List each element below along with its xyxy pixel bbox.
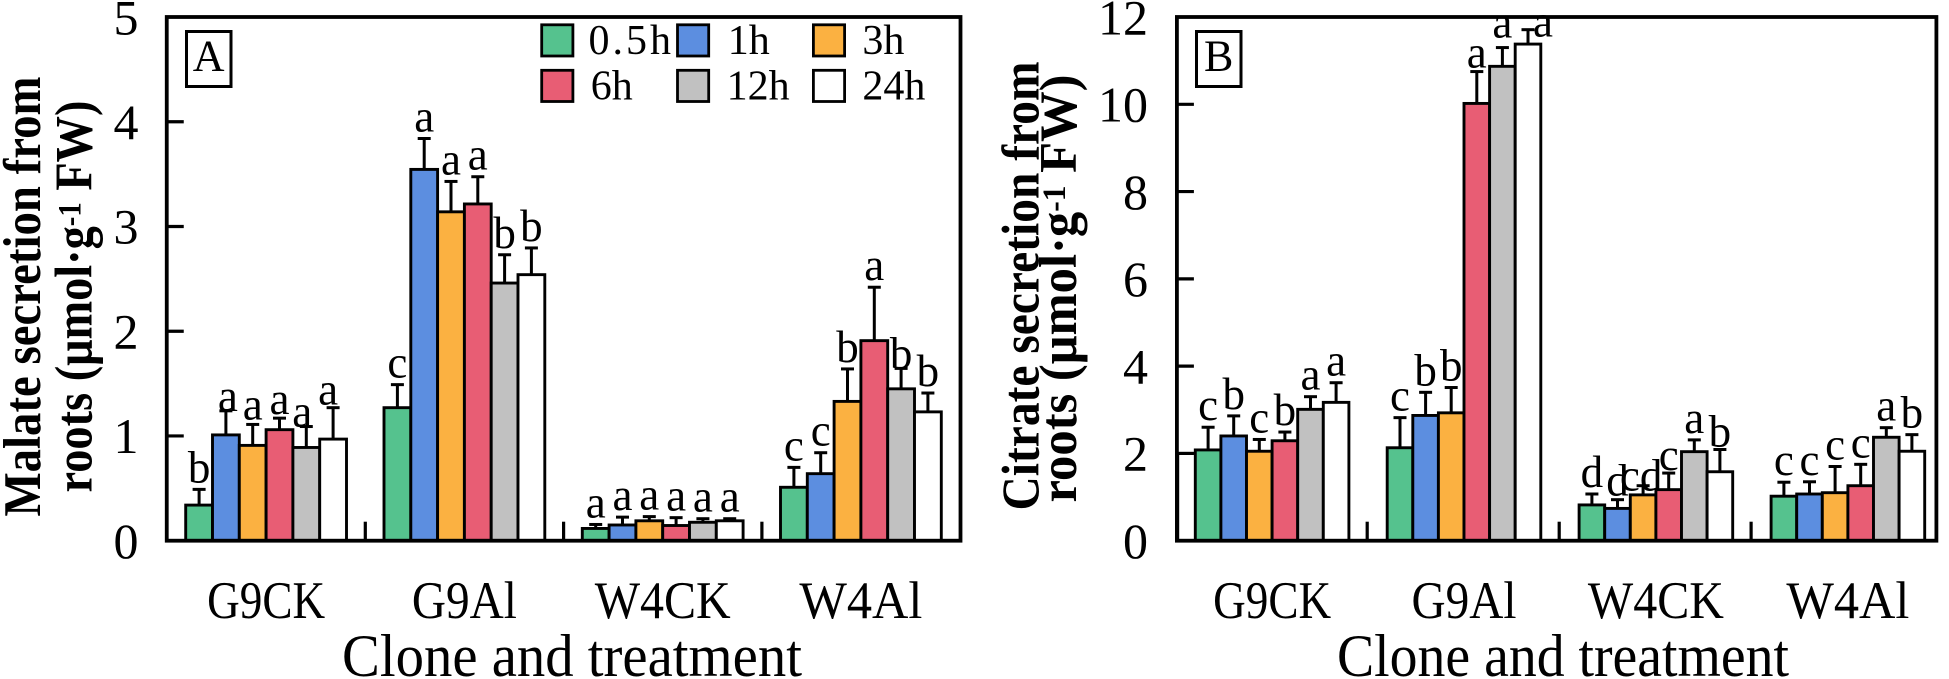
svg-text:b: b (890, 328, 913, 378)
svg-text:a: a (218, 371, 238, 421)
svg-text:a: a (1492, 0, 1512, 48)
svg-text:3h: 3h (862, 18, 904, 64)
svg-text:a: a (586, 477, 606, 527)
svg-text:b: b (1440, 341, 1463, 391)
svg-text:a: a (468, 130, 488, 180)
svg-text:a: a (1301, 350, 1321, 400)
svg-text:5: 5 (114, 0, 139, 45)
svg-text:a: a (613, 470, 633, 520)
svg-text:a: a (720, 472, 740, 522)
svg-text:c: c (1249, 392, 1269, 442)
svg-text:a: a (414, 92, 434, 142)
svg-text:4: 4 (1123, 338, 1148, 394)
svg-text:b: b (1274, 385, 1297, 435)
svg-text:b: b (493, 208, 516, 258)
svg-text:6h: 6h (591, 64, 633, 110)
svg-text:c: c (1851, 417, 1871, 467)
svg-text:c: c (784, 420, 804, 470)
svg-text:10: 10 (1098, 77, 1148, 133)
svg-text:Clone and treatment: Clone and treatment (342, 623, 802, 679)
svg-text:a: a (1533, 0, 1553, 47)
svg-text:W4CK: W4CK (1588, 572, 1724, 630)
svg-text:c: c (1825, 420, 1845, 470)
svg-text:a: a (693, 472, 713, 522)
svg-text:b: b (1709, 406, 1732, 456)
svg-text:G9CK: G9CK (207, 572, 325, 630)
svg-text:a: a (1467, 28, 1487, 78)
svg-text:b: b (1414, 345, 1437, 395)
svg-text:1h: 1h (728, 18, 770, 64)
svg-text:6: 6 (1123, 251, 1148, 307)
svg-text:W4Al: W4Al (799, 572, 922, 630)
svg-text:a: a (318, 365, 338, 415)
svg-text:b: b (520, 201, 543, 251)
svg-text:0.5h: 0.5h (589, 18, 675, 64)
svg-text:a: a (292, 387, 312, 437)
svg-text:12h: 12h (727, 64, 790, 110)
svg-text:c: c (811, 406, 831, 456)
svg-text:d: d (1581, 447, 1604, 497)
svg-text:a: a (666, 471, 686, 521)
svg-text:d: d (1606, 456, 1629, 506)
svg-text:c: c (1800, 435, 1820, 485)
svg-text:a: a (270, 374, 290, 424)
svg-text:a: a (243, 379, 263, 429)
svg-text:a: a (1684, 393, 1704, 443)
svg-text:Citrate secretion from: Citrate secretion from (993, 62, 1051, 511)
svg-text:c: c (1659, 430, 1679, 480)
svg-text:c: c (1774, 435, 1794, 485)
svg-text:a: a (1876, 381, 1896, 431)
svg-text:a: a (441, 134, 461, 184)
svg-text:a: a (639, 470, 659, 520)
svg-text:2: 2 (1123, 426, 1148, 482)
svg-text:a: a (864, 240, 884, 290)
svg-text:8: 8 (1123, 164, 1148, 220)
svg-text:roots (μmol·g-1 FW): roots (μmol·g-1 FW) (46, 101, 104, 493)
svg-text:0: 0 (114, 513, 139, 569)
svg-text:a: a (1326, 336, 1346, 386)
svg-text:cd: cd (1620, 451, 1662, 501)
svg-text:1: 1 (114, 408, 139, 464)
svg-text:24h: 24h (862, 64, 925, 110)
svg-text:G9Al: G9Al (412, 572, 517, 630)
svg-text:G9Al: G9Al (1412, 572, 1517, 630)
svg-text:c: c (1198, 380, 1218, 430)
svg-text:W4Al: W4Al (1786, 572, 1909, 630)
svg-text:4: 4 (114, 94, 139, 150)
svg-text:c: c (387, 338, 407, 388)
svg-text:b: b (188, 442, 211, 492)
svg-text:c: c (1390, 371, 1410, 421)
svg-text:12: 12 (1098, 0, 1148, 45)
svg-text:0: 0 (1123, 513, 1148, 569)
svg-text:roots (μmol·g-1 FW): roots (μmol·g-1 FW) (1030, 75, 1088, 503)
svg-text:3: 3 (114, 199, 139, 255)
svg-text:b: b (1901, 388, 1924, 438)
svg-text:b: b (836, 322, 859, 372)
svg-text:G9CK: G9CK (1213, 572, 1331, 630)
svg-text:B: B (1204, 32, 1233, 81)
svg-text:Malate secretion from: Malate secretion from (0, 77, 52, 517)
svg-text:W4CK: W4CK (595, 572, 731, 630)
svg-text:A: A (193, 32, 225, 81)
svg-text:2: 2 (114, 303, 139, 359)
svg-text:b: b (917, 346, 940, 396)
svg-text:Clone and treatment: Clone and treatment (1337, 623, 1789, 679)
svg-text:b: b (1222, 369, 1245, 419)
